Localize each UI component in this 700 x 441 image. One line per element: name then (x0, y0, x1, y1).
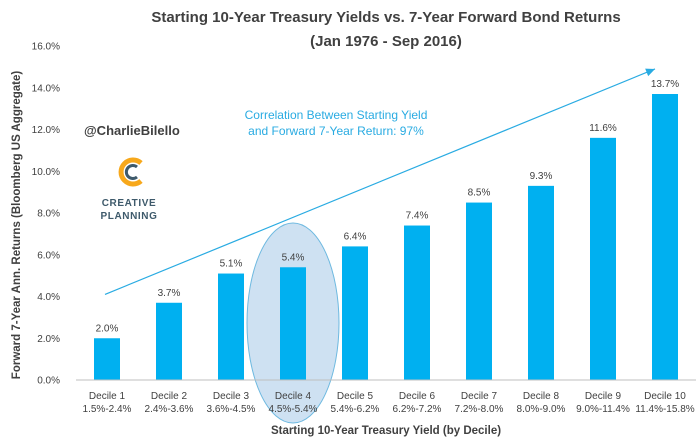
category-labels: Decile 1 1.5%-2.4% Decile 2 2.4%-3.6% Decile… (83, 391, 695, 415)
data-label: 2.0% (96, 323, 119, 334)
x-tick-range-label: 2.4%-3.6% (145, 404, 194, 415)
y-tick-label: 8.0% (37, 209, 60, 220)
x-tick-label: Decile 9 (585, 391, 622, 402)
data-label: 5.1% (220, 259, 243, 270)
y-axis-title: Forward 7-Year Ann. Returns (Bloomberg U… (11, 71, 23, 380)
x-axis-title: Starting 10-Year Treasury Yield (by Deci… (271, 425, 501, 437)
data-label: 3.7% (158, 288, 181, 299)
y-tick-label: 2.0% (37, 334, 60, 345)
bar (218, 273, 244, 380)
x-tick-label: Decile 3 (213, 391, 250, 402)
bar (94, 338, 120, 380)
y-tick-label: 4.0% (37, 292, 60, 303)
data-label: 5.4% (282, 252, 305, 263)
trend-arrow-line (104, 68, 656, 295)
x-tick-label: Decile 10 (644, 391, 686, 402)
bar (280, 267, 306, 380)
x-tick-label: Decile 6 (399, 391, 436, 402)
trend-arrow-layer (104, 68, 656, 295)
correlation-annotation-line1: Correlation Between Starting Yield (245, 108, 428, 122)
x-tick-label: Decile 1 (89, 391, 126, 402)
data-label: 8.5% (468, 188, 491, 199)
bar (342, 246, 368, 380)
chart-subtitle: (Jan 1976 - Sep 2016) (310, 33, 462, 50)
x-tick-label: Decile 8 (523, 391, 560, 402)
chart-title: Starting 10-Year Treasury Yields vs. 7-Y… (151, 9, 620, 26)
correlation-annotation-line2: and Forward 7-Year Return: 97% (248, 124, 424, 138)
x-tick-label: Decile 5 (337, 391, 374, 402)
data-label: 13.7% (651, 79, 679, 90)
y-tick-label: 14.0% (32, 83, 60, 94)
y-tick-label: 12.0% (32, 125, 60, 136)
bar (652, 94, 678, 380)
x-tick-range-label: 5.4%-6.2% (331, 404, 380, 415)
x-tick-range-label: 3.6%-4.5% (207, 404, 256, 415)
data-label: 11.6% (589, 123, 617, 134)
bar (590, 137, 616, 380)
trend-arrow-head-icon (645, 68, 655, 77)
data-label: 7.4% (406, 211, 429, 222)
bars (94, 94, 678, 380)
logo-text-line1: CREATIVE (102, 198, 157, 209)
x-tick-range-label: 9.0%-11.4% (576, 404, 630, 415)
x-tick-label: Decile 2 (151, 391, 188, 402)
x-tick-range-label: 11.4%-15.8% (635, 404, 694, 415)
x-tick-range-label: 4.5%-5.4% (269, 404, 318, 415)
bar (156, 302, 182, 380)
value-labels: 2.0% 3.7% 5.1% 5.4% 6.4% 7.4% 8.5% 9.3% 11.6% 13.… (96, 79, 680, 334)
y-tick-label: 6.0% (37, 250, 60, 261)
x-tick-range-label: 7.2%-8.0% (455, 404, 504, 415)
x-tick-range-label: 8.0%-9.0% (517, 404, 566, 415)
y-tick-labels: 0.0% 2.0% 4.0% 6.0% 8.0% 10.0% 12.0% 14.0% 16.0% (32, 42, 60, 387)
logo-mark-icon (118, 157, 143, 187)
data-label: 6.4% (344, 231, 367, 242)
x-tick-range-label: 1.5%-2.4% (83, 404, 132, 415)
data-label: 9.3% (530, 171, 553, 182)
y-tick-label: 16.0% (32, 42, 60, 53)
y-tick-label: 0.0% (37, 376, 60, 387)
logo-text-line2: PLANNING (100, 211, 157, 222)
bar (466, 202, 492, 380)
creative-planning-logo: CREATIVE PLANNING (100, 157, 157, 222)
bar (528, 185, 554, 380)
x-tick-label: Decile 7 (461, 391, 498, 402)
bar (404, 225, 430, 380)
author-handle: @CharlieBilello (84, 123, 180, 138)
x-tick-range-label: 6.2%-7.2% (393, 404, 442, 415)
y-tick-label: 10.0% (32, 167, 60, 178)
x-tick-label: Decile 4 (275, 391, 312, 402)
